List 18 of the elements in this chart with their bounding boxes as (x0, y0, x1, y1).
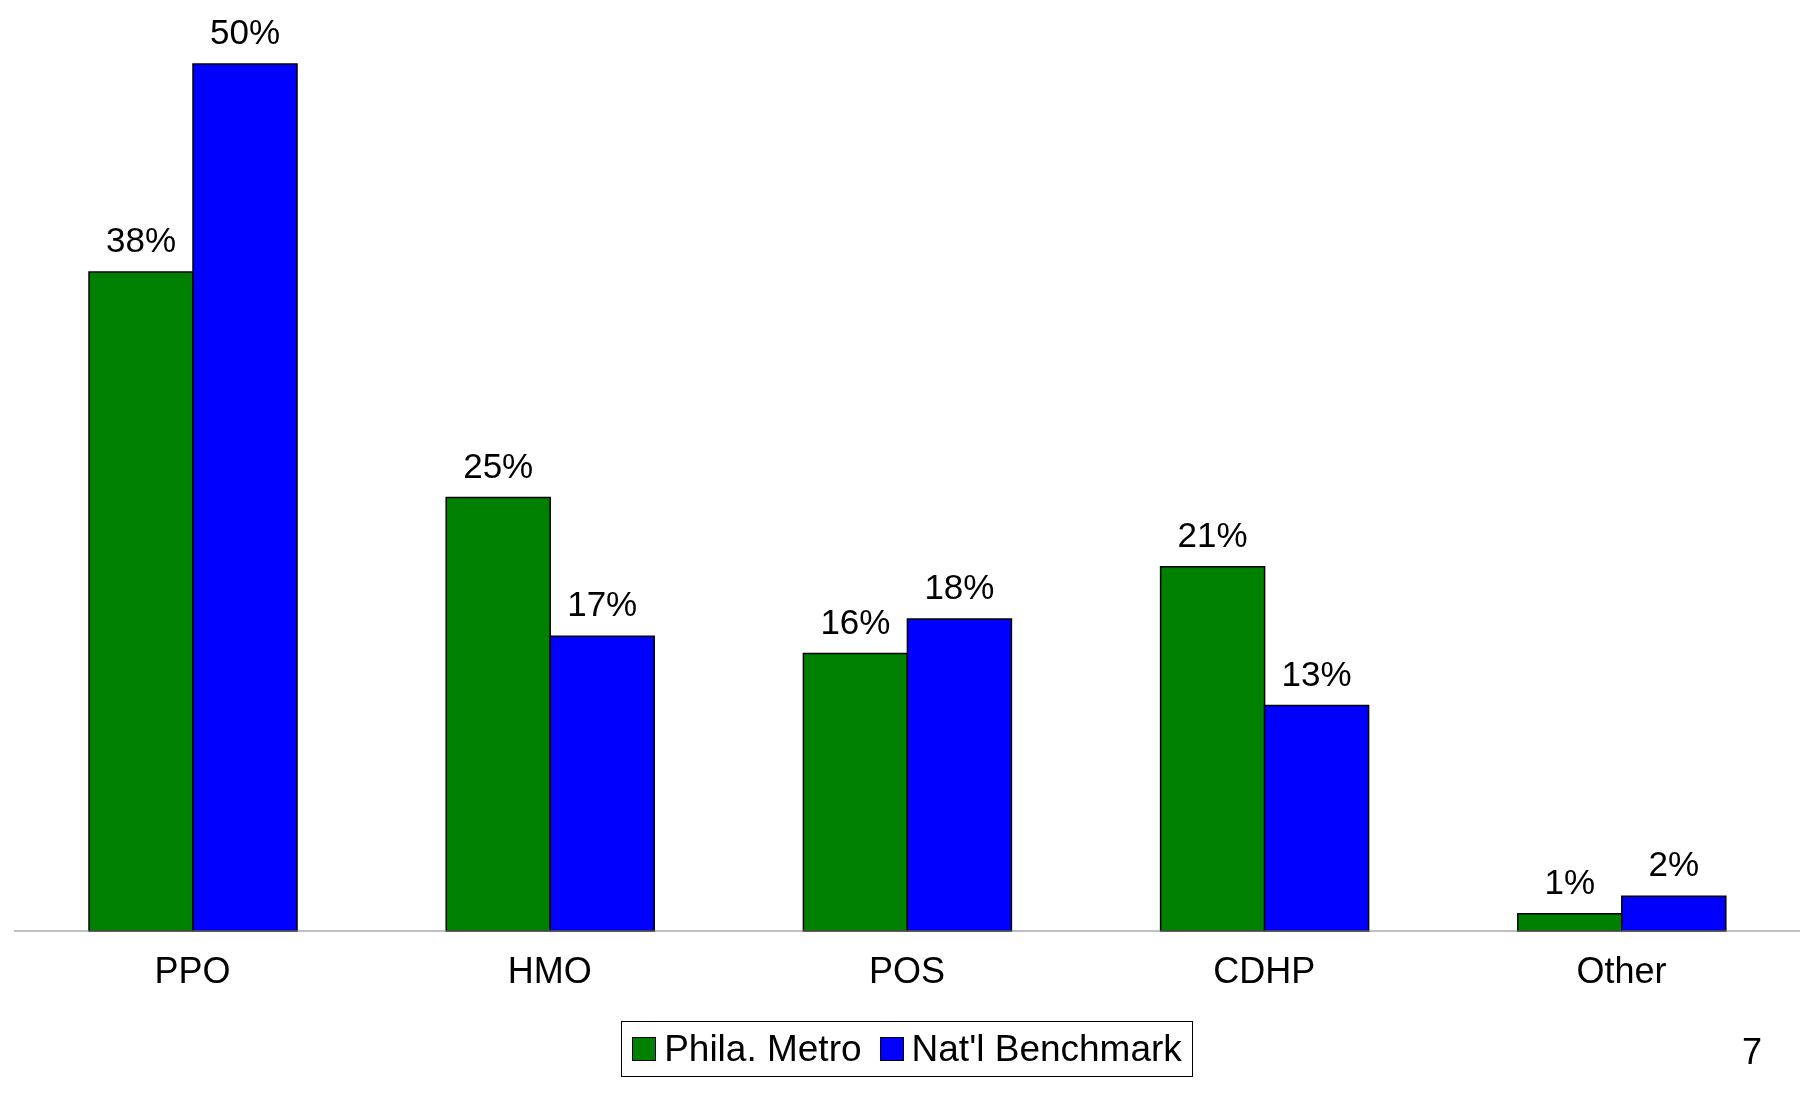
x-tick-label: HMO (507, 949, 592, 991)
data-label: 38% (105, 220, 177, 260)
x-tick-label: CDHP (1213, 949, 1316, 991)
data-label: 50% (209, 12, 281, 51)
data-label: 2% (1648, 844, 1700, 884)
legend-label: Nat'l Benchmark (911, 1028, 1182, 1070)
data-label: 18% (924, 566, 995, 606)
data-label: 25% (463, 445, 534, 485)
legend-label: Phila. Metro (664, 1028, 862, 1070)
x-tick-label: PPO (154, 949, 231, 991)
x-tick-label: Other (1576, 949, 1667, 991)
data-label: 13% (1281, 653, 1352, 693)
data-label: 17% (567, 584, 638, 624)
data-label: 21% (1177, 514, 1248, 554)
x-tick-label: POS (868, 949, 946, 991)
text: 7 (1741, 1031, 1762, 1073)
data-label: 16% (820, 601, 891, 641)
data-label: 1% (1544, 861, 1596, 901)
